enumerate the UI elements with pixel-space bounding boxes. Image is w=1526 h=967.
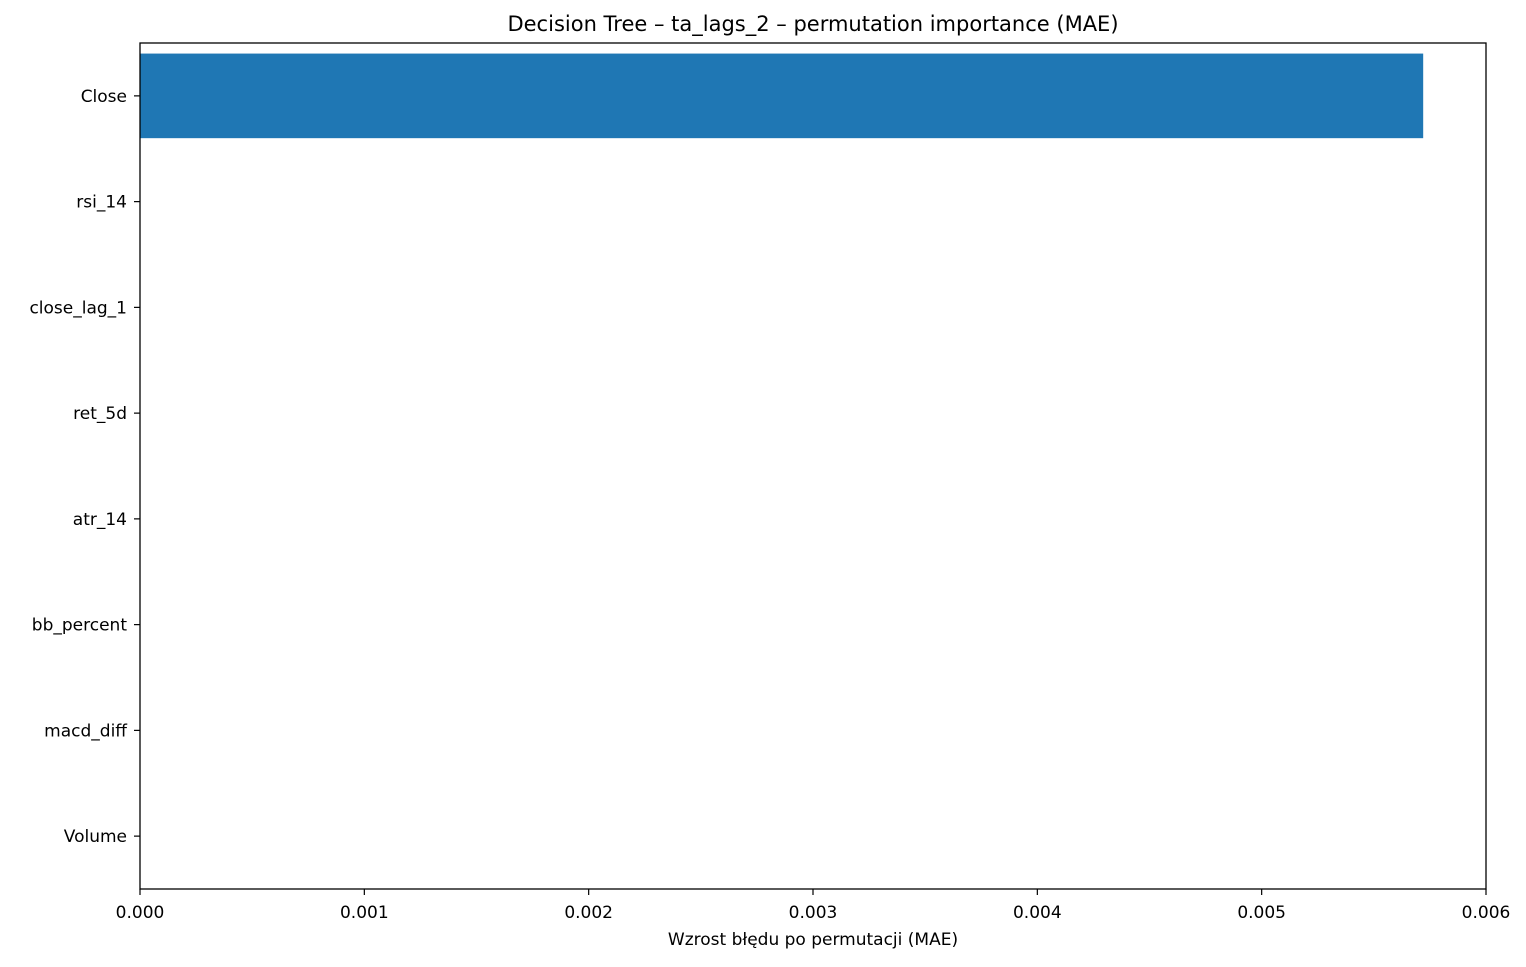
x-tick-label-0.000: 0.000 (116, 903, 165, 923)
x-tick-label-0.005: 0.005 (1237, 903, 1286, 923)
y-tick-label-Volume: Volume (64, 827, 127, 847)
x-tick-label-0.001: 0.001 (340, 903, 389, 923)
bars-group (140, 53, 1424, 139)
plot-frame (139, 42, 1487, 890)
y-tick-label-ret_5d: ret_5d (73, 404, 127, 424)
x-axis-ticks: 0.000 0.001 0.002 0.003 0.004 0.005 0.006 (116, 889, 1511, 923)
y-tick-label-rsi_14: rsi_14 (76, 193, 127, 213)
y-tick-label-macd_diff: macd_diff (44, 721, 128, 741)
y-tick-label-close_lag_1: close_lag_1 (29, 298, 127, 318)
x-axis-label: Wzrost błędu po permutacji (MAE) (668, 930, 958, 950)
x-tick-label-0.003: 0.003 (789, 903, 838, 923)
y-tick-label-atr_14: atr_14 (73, 510, 127, 530)
y-tick-label-Close: Close (81, 87, 127, 107)
chart-title: Decision Tree – ta_lags_2 – permutation … (507, 12, 1118, 37)
x-tick-label-0.006: 0.006 (1462, 903, 1511, 923)
x-tick-label-0.002: 0.002 (564, 903, 613, 923)
bar-Close (140, 53, 1424, 139)
y-axis-ticks: Close rsi_14 close_lag_1 ret_5d atr_14 bb_per… (29, 87, 140, 847)
y-tick-label-bb_percent: bb_percent (32, 616, 128, 636)
x-tick-label-0.004: 0.004 (1013, 903, 1062, 923)
